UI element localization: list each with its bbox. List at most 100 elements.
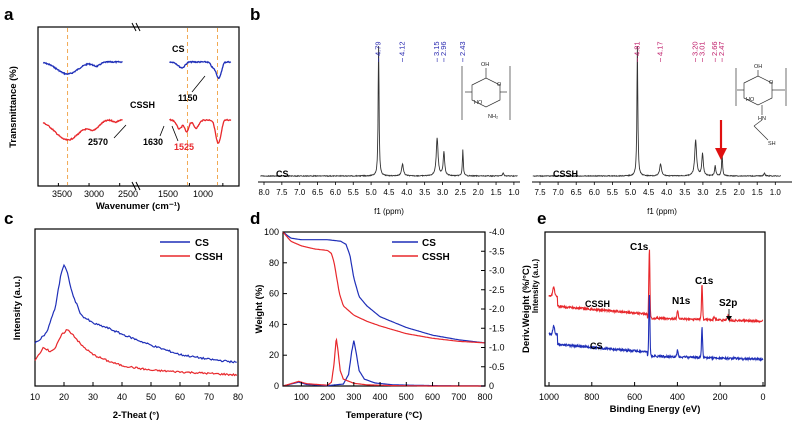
panel-c-tick-label-4: 50 xyxy=(146,392,156,402)
panel-c-tick-label-5: 60 xyxy=(175,392,185,402)
panel-d-y-right-tick-label-1: -0.5 xyxy=(489,362,505,372)
panel-b-right-x-ticks: 7.5 7.0 6.5 6.0 5.5 5.0 4.5 4.0 3.5 3.0 2.5 2.0 1.5 1… xyxy=(534,182,781,197)
panel-b-left-tick-label-0: 8.0 xyxy=(258,188,270,197)
panel-a-label-1150: 1150 xyxy=(178,93,198,103)
panel-a-guide-lines xyxy=(67,28,218,185)
panel-b-right-tick-label-2: 6.5 xyxy=(571,188,583,197)
panel-b-cs-peak-labels: 4.79 4.12 3.152.96 2.43 xyxy=(374,41,467,62)
panel-b-left-tick-label-10: 3.0 xyxy=(437,188,449,197)
panel-b-left-tick-label-9: 3.5 xyxy=(419,188,431,197)
panel-b: b 8.0 7.5 7.0 6.5 6.0 5.5 5.0 4.5 4.0 3.5 3.0 2.5 2.… xyxy=(250,5,792,216)
panel-d: d 100 200 300 400 500 600 700 800 0 20 40 60 80 100 … xyxy=(250,209,532,421)
panel-b-series-cs-spectrum xyxy=(260,45,518,178)
panel-d-letter: d xyxy=(250,209,260,228)
panel-d-legend-cssh: CSSH xyxy=(422,252,450,263)
panel-b-cs-structure-oh: OH xyxy=(481,62,489,68)
panel-b-left-tick-label-14: 1.0 xyxy=(508,188,520,197)
panel-b-left-tick-label-11: 2.5 xyxy=(455,188,467,197)
panel-d-y-tick-label-0: 0 xyxy=(274,381,279,391)
panel-b-right-tick-label-13: 1.0 xyxy=(770,188,782,197)
panel-b-right-tick-label-1: 7.0 xyxy=(553,188,565,197)
panel-d-series-cs-weight-line xyxy=(282,231,485,344)
panel-b-right-tick-label-9: 3.0 xyxy=(697,188,709,197)
panel-b-left-tick-label-6: 5.0 xyxy=(366,188,378,197)
panel-a-label-cssh: CSSH xyxy=(130,100,155,110)
panel-b-cssh-peak-labels: 4.81 4.17 3.203.01 2.662.47 xyxy=(632,41,726,62)
panel-a-x-ticks xyxy=(57,183,224,186)
panel-c-tick-label-7: 80 xyxy=(233,392,243,402)
panel-a-y-axis-title: Transmittance (%) xyxy=(8,66,19,148)
panel-d-series-cssh-deriv-line xyxy=(282,337,485,387)
panel-a-x-axis-title: Wavenumer (cm⁻¹) xyxy=(96,201,180,212)
panel-c-letter: c xyxy=(4,209,13,228)
panel-b-left-x-ticks: 8.0 7.5 7.0 6.5 6.0 5.5 5.0 4.5 4.0 3.5 3.0 2.5 2.0 1… xyxy=(258,182,520,197)
panel-a-arrow-2570 xyxy=(113,124,127,139)
panel-a-tick-1000: 1000 xyxy=(193,189,213,199)
panel-d-y-right-axis-title: Deriv.Weight (%/°C) xyxy=(521,265,532,353)
panel-d-y-tick-label-2: 40 xyxy=(269,319,279,329)
panel-b-cssh-structure-hn: HN xyxy=(758,116,766,122)
panel-c: c 10 20 30 40 50 60 70 80 CS CSSH 2-Theat (°) I… xyxy=(4,209,243,421)
panel-a-series-cs-line xyxy=(42,60,232,80)
panel-a-tick-2500: 2500 xyxy=(118,189,138,199)
panel-a-tick-3000: 3000 xyxy=(84,189,104,199)
panel-e-frame xyxy=(544,231,766,387)
panel-b-right-tick-label-0: 7.5 xyxy=(534,188,546,197)
panel-d-frame xyxy=(282,231,486,387)
panel-c-legend: CS CSSH xyxy=(160,238,223,263)
panel-d-x-axis-title: Temperature (°C) xyxy=(346,410,422,421)
panel-b-cs-structure-ho: HO xyxy=(474,100,483,106)
panel-d-legend: CS CSSH xyxy=(392,238,450,263)
panel-b-cssh-peak-label-3: 3.01 xyxy=(698,41,707,56)
panel-b-right-tick-label-12: 1.5 xyxy=(752,188,764,197)
panel-e-series-cs-line xyxy=(548,294,764,362)
panel-d-x-tick-label-3: 400 xyxy=(373,392,388,402)
panel-d-y-tick-label-5: 100 xyxy=(264,227,279,237)
panel-b-cssh-structure-ho: HO xyxy=(746,97,755,103)
panel-a-tick-1500: 1500 xyxy=(158,189,178,199)
panel-d-series-cssh-weight-line xyxy=(282,231,485,344)
panel-d-y-right-tick-label-2: -1.0 xyxy=(489,343,505,353)
panel-e-tick-label-2: 600 xyxy=(627,392,642,402)
panel-b-letter: b xyxy=(250,5,260,24)
panel-b-cssh-structure-o: O xyxy=(769,80,774,86)
panel-c-tick-label-2: 30 xyxy=(88,392,98,402)
panel-e-tick-label-0: 1000 xyxy=(539,392,559,402)
panel-b-cs-peak-label-3: 2.96 xyxy=(439,41,448,56)
panel-e-label-n1s: N1s xyxy=(672,296,691,307)
panel-c-tick-label-1: 20 xyxy=(59,392,69,402)
panel-a-label-1525: 1525 xyxy=(174,142,194,152)
panel-b-cs-peak-label-1: 4.12 xyxy=(398,41,407,56)
panel-d-x-tick-label-5: 600 xyxy=(425,392,440,402)
panel-d-y-ticks: 0 20 40 60 80 100 xyxy=(264,227,287,391)
panel-b-red-arrow xyxy=(715,120,727,160)
panel-b-cssh-peak-label-0: 4.81 xyxy=(632,41,641,56)
panel-d-y-axis-title: Weight (%) xyxy=(254,285,265,334)
panel-a-tick-3500: 3500 xyxy=(52,189,72,199)
panel-d-y-right-ticks: 0 -0.5 -1.0 -1.5 -2.0 -2.5 -3.0 -3.5 -4.0 xyxy=(481,227,505,391)
panel-a-arrow-1630 xyxy=(159,125,165,137)
panel-e-arrow-s2p xyxy=(726,309,732,321)
panel-b-series-cssh-spectrum xyxy=(532,46,781,178)
panel-a-label-2570: 2570 xyxy=(88,137,108,147)
panel-b-left-tick-label-1: 7.5 xyxy=(276,188,288,197)
panel-d-series-cs-deriv-line xyxy=(282,340,485,387)
panel-b-left-tick-label-8: 4.0 xyxy=(401,188,413,197)
panel-e-tick-label-5: 0 xyxy=(760,392,765,402)
panel-c-tick-label-6: 70 xyxy=(204,392,214,402)
panel-b-right-tick-label-7: 4.0 xyxy=(661,188,673,197)
panel-d-y-right-tick-label-6: -3.0 xyxy=(489,266,505,276)
panel-a-arrow-1525 xyxy=(171,125,179,142)
panel-c-legend-cssh: CSSH xyxy=(195,252,223,263)
panel-e: e 1000 800 600 400 200 0 CSSH CS C1s C1s N1s … xyxy=(531,209,766,415)
panel-c-tick-label-0: 10 xyxy=(30,392,40,402)
panel-b-left-tick-label-2: 7.0 xyxy=(294,188,306,197)
panel-b-cssh-structure-sh: SH xyxy=(768,141,776,147)
panel-e-label-cssh: CSSH xyxy=(585,299,610,309)
panel-d-y-right-tick-label-4: -2.0 xyxy=(489,304,505,314)
panel-d-y-tick-label-4: 80 xyxy=(269,258,279,268)
panel-b-right-tick-label-8: 3.5 xyxy=(679,188,691,197)
panel-b-right-tick-label-4: 5.5 xyxy=(607,188,619,197)
panel-b-cs-structure-o: O xyxy=(497,82,502,88)
panel-e-label-s2p: S2p xyxy=(719,298,737,309)
